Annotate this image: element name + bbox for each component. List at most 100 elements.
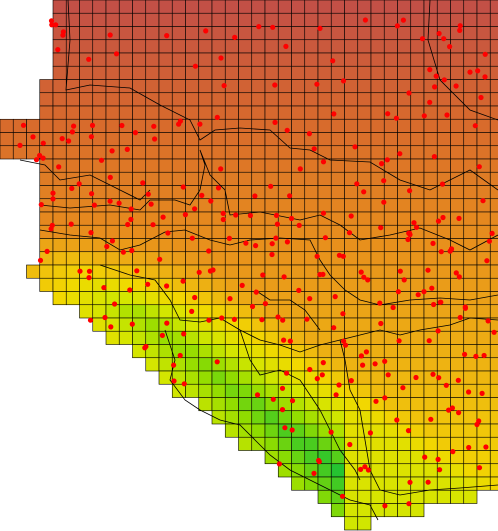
grid-cell — [211, 277, 226, 292]
station-dot — [457, 314, 463, 321]
grid-cell — [344, 251, 359, 266]
station-dot — [189, 308, 195, 314]
grid-cell — [489, 171, 498, 186]
grid-cell — [330, 26, 345, 41]
grid-cell — [370, 12, 385, 27]
grid-cell — [304, 198, 319, 213]
grid-cell — [291, 39, 306, 54]
grid-cell — [39, 277, 54, 292]
station-dot — [348, 378, 354, 384]
grid-cell — [410, 463, 425, 478]
station-dot — [332, 294, 338, 300]
station-dot — [269, 251, 275, 258]
grid-cell — [304, 423, 319, 438]
grid-cell — [463, 264, 478, 279]
grid-cell — [238, 383, 253, 398]
grid-cell — [65, 105, 80, 120]
station-dot — [304, 316, 310, 322]
grid-cell — [79, 198, 94, 213]
grid-cell — [132, 105, 147, 120]
grid-cell — [145, 0, 160, 14]
grid-cell — [132, 12, 147, 27]
grid-cell — [158, 79, 173, 94]
station-dot — [160, 214, 166, 220]
grid-cell — [304, 0, 319, 14]
grid-cell — [330, 12, 345, 27]
grid-cell — [463, 92, 478, 107]
grid-cell — [105, 118, 120, 133]
station-dot — [431, 301, 437, 308]
grid-cell — [450, 132, 465, 147]
grid-cell — [132, 92, 147, 107]
grid-cell — [317, 463, 332, 478]
station-dot — [171, 362, 177, 368]
station-dot — [76, 181, 82, 187]
grid-cell — [291, 370, 306, 385]
grid-cell — [277, 436, 292, 451]
station-dot — [283, 43, 289, 50]
grid-cell — [264, 436, 279, 451]
grid-cell — [317, 52, 332, 67]
grid-cell — [264, 39, 279, 54]
grid-cell — [370, 79, 385, 94]
grid-cell — [238, 410, 253, 425]
grid-cell — [344, 0, 359, 14]
grid-cell — [330, 450, 345, 465]
grid-cell — [277, 357, 292, 372]
grid-cell — [185, 370, 200, 385]
station-dot — [476, 465, 483, 471]
station-dot — [491, 329, 497, 335]
station-dot — [165, 230, 171, 236]
grid-cell — [410, 397, 425, 412]
station-dot — [311, 470, 317, 476]
grid-cell — [291, 92, 306, 107]
grid-cell — [185, 79, 200, 94]
station-dot — [218, 166, 224, 172]
station-dot — [227, 296, 233, 302]
grid-cell — [397, 132, 412, 147]
grid-cell — [79, 211, 94, 226]
grid-cell — [476, 251, 491, 266]
grid-cell — [52, 251, 67, 266]
grid-cell — [52, 277, 67, 292]
station-dot — [239, 282, 245, 288]
station-dot — [91, 202, 97, 208]
grid-cell — [145, 357, 160, 372]
station-dot — [330, 58, 336, 64]
station-dot — [181, 381, 187, 387]
grid-cell — [436, 304, 451, 319]
grid-cell — [383, 330, 398, 345]
grid-cell — [304, 277, 319, 292]
grid-cell — [118, 264, 133, 279]
grid-cell — [450, 463, 465, 478]
grid-cell — [65, 224, 80, 239]
grid-cell — [304, 330, 319, 345]
grid-cell — [198, 357, 213, 372]
grid-cell — [357, 39, 372, 54]
grid-cell — [52, 145, 67, 160]
grid-cell — [118, 158, 133, 173]
grid-cell — [224, 0, 239, 14]
station-dot — [53, 22, 59, 28]
grid-cell — [251, 65, 266, 80]
grid-cell — [370, 476, 385, 491]
station-dot — [296, 222, 302, 228]
grid-cell — [105, 185, 120, 200]
station-dot — [406, 501, 412, 507]
grid-cell — [463, 198, 478, 213]
grid-cell — [198, 383, 213, 398]
station-dot — [382, 358, 388, 364]
grid-cell — [264, 357, 279, 372]
station-dot — [157, 256, 163, 262]
station-dot — [384, 157, 390, 163]
grid-cell — [383, 264, 398, 279]
grid-cell — [224, 132, 239, 147]
grid-cell — [410, 304, 425, 319]
grid-cell — [238, 185, 253, 200]
grid-cell — [251, 410, 266, 425]
grid-cell — [158, 145, 173, 160]
grid-cell — [476, 330, 491, 345]
grid-cell — [224, 251, 239, 266]
grid-cell — [423, 158, 438, 173]
grid-cell — [383, 463, 398, 478]
